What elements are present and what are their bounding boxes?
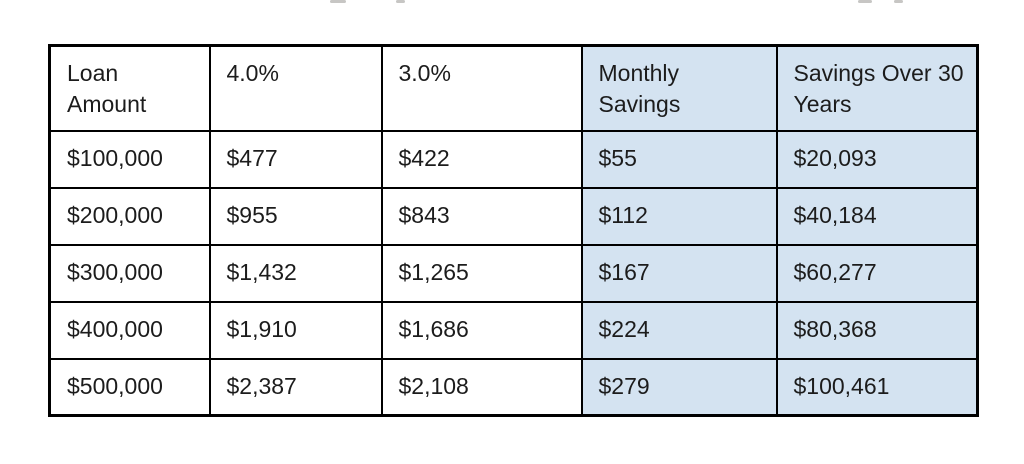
cell-loan-amount: $300,000: [48, 243, 211, 303]
loan-savings-table: Loan Amount 4.0% 3.0% Monthly Savings Sa…: [48, 44, 979, 417]
cell-savings-30yr: $60,277: [775, 243, 979, 303]
table-header: Loan Amount 4.0% 3.0% Monthly Savings Sa…: [48, 44, 979, 132]
table-row: $200,000 $955 $843 $112 $40,184: [48, 186, 979, 246]
cell-loan-amount: $500,000: [48, 357, 211, 417]
cell-payment-4pct: $1,910: [208, 300, 383, 360]
cell-monthly-savings: $55: [580, 129, 778, 189]
table-row: $100,000 $477 $422 $55 $20,093: [48, 129, 979, 189]
header-savings-30-years: Savings Over 30 Years: [775, 44, 979, 132]
cell-payment-4pct: $1,432: [208, 243, 383, 303]
header-monthly-savings: Monthly Savings: [580, 44, 778, 132]
cell-savings-30yr: $20,093: [775, 129, 979, 189]
cell-monthly-savings: $112: [580, 186, 778, 246]
cell-payment-3pct: $843: [380, 186, 583, 246]
header-row: Loan Amount 4.0% 3.0% Monthly Savings Sa…: [48, 44, 979, 132]
cell-savings-30yr: $80,368: [775, 300, 979, 360]
cell-loan-amount: $400,000: [48, 300, 211, 360]
cell-monthly-savings: $224: [580, 300, 778, 360]
header-rate-3-percent: 3.0%: [380, 44, 583, 132]
header-loan-amount: Loan Amount: [48, 44, 211, 132]
table-row: $400,000 $1,910 $1,686 $224 $80,368: [48, 300, 979, 360]
cell-monthly-savings: $167: [580, 243, 778, 303]
cell-savings-30yr: $100,461: [775, 357, 979, 417]
cell-payment-4pct: $477: [208, 129, 383, 189]
table-row: $300,000 $1,432 $1,265 $167 $60,277: [48, 243, 979, 303]
cell-payment-3pct: $1,686: [380, 300, 583, 360]
cell-loan-amount: $100,000: [48, 129, 211, 189]
cropped-text-remnant: [894, 0, 903, 3]
cell-monthly-savings: $279: [580, 357, 778, 417]
header-rate-4-percent: 4.0%: [208, 44, 383, 132]
cell-loan-amount: $200,000: [48, 186, 211, 246]
table-row: $500,000 $2,387 $2,108 $279 $100,461: [48, 357, 979, 417]
cell-payment-3pct: $1,265: [380, 243, 583, 303]
cropped-text-remnant: [330, 0, 346, 3]
cell-payment-3pct: $422: [380, 129, 583, 189]
cell-savings-30yr: $40,184: [775, 186, 979, 246]
cell-payment-3pct: $2,108: [380, 357, 583, 417]
cropped-text-remnant: [858, 0, 872, 3]
cell-payment-4pct: $2,387: [208, 357, 383, 417]
table-body: $100,000 $477 $422 $55 $20,093 $200,000 …: [48, 129, 979, 417]
cropped-text-remnant: [396, 0, 405, 3]
cell-payment-4pct: $955: [208, 186, 383, 246]
